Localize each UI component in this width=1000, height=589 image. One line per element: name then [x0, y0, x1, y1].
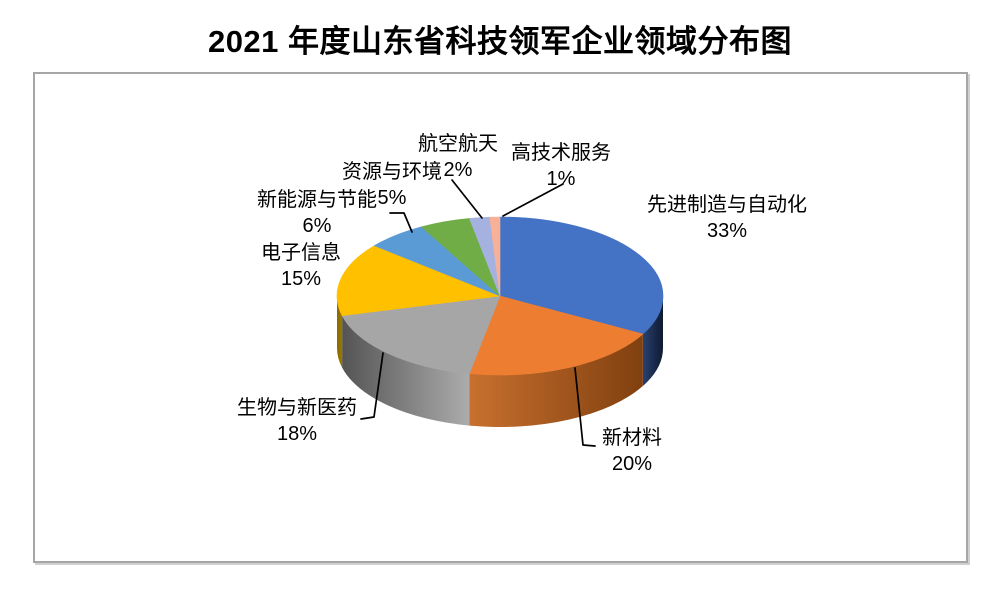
- pie-slice-side-1: [469, 334, 643, 428]
- pie-slice-1: [469, 295, 644, 376]
- data-label-new-materials: 新材料 20%: [602, 425, 662, 477]
- leader-line-bio-medicine: [360, 352, 384, 420]
- label-percent: 33%: [706, 220, 748, 242]
- label-percent: 1%: [546, 168, 576, 190]
- pie-slice-3: [336, 245, 501, 316]
- data-label-resources-environment: 资源与环境 5%: [342, 159, 442, 211]
- pie-slice-2: [341, 295, 501, 374]
- label-percent: 2%: [443, 159, 473, 181]
- label-text: 航空航天: [418, 133, 498, 155]
- leader-line-new-energy: [389, 212, 413, 233]
- label-percent: 6%: [302, 215, 332, 237]
- label-text: 资源与环境: [342, 161, 442, 183]
- pie-slice-side-0: [642, 296, 663, 387]
- leader-lines: [360, 179, 596, 447]
- leader-line-hightech-services: [502, 183, 564, 217]
- pie-side-walls: [337, 296, 663, 428]
- pie-slice-0: [499, 216, 664, 335]
- label-percent: 18%: [276, 423, 318, 445]
- label-text: 新能源与节能: [257, 189, 377, 211]
- label-percent: 20%: [611, 453, 653, 475]
- pie-slice-side-3: [337, 296, 343, 368]
- label-text: 先进制造与自动化: [647, 194, 807, 216]
- label-text: 电子信息: [261, 242, 341, 264]
- leader-line-aerospace: [451, 179, 483, 219]
- label-text: 生物与新医药: [237, 397, 357, 419]
- data-label-electronic-information: 电子信息 15%: [261, 240, 341, 292]
- pie-slice-7: [489, 216, 501, 297]
- data-label-hightech-services: 高技术服务 1%: [511, 140, 611, 192]
- pie-top-slices: [336, 216, 664, 376]
- label-percent: 15%: [280, 268, 322, 290]
- data-label-advanced-manufacturing: 先进制造与自动化 33%: [647, 192, 807, 244]
- data-label-new-energy: 新能源与节能 6%: [257, 187, 377, 239]
- label-text: 新材料: [602, 427, 662, 449]
- label-text: 高技术服务: [511, 142, 611, 164]
- pie-slice-side-2: [342, 315, 470, 426]
- chart-title: 2021 年度山东省科技领军企业领域分布图: [207, 24, 793, 59]
- leader-line-new-materials: [574, 367, 596, 447]
- data-label-aerospace: 航空航天 2%: [418, 131, 498, 183]
- data-label-bio-medicine: 生物与新医药 18%: [237, 395, 357, 447]
- label-percent: 5%: [377, 187, 407, 209]
